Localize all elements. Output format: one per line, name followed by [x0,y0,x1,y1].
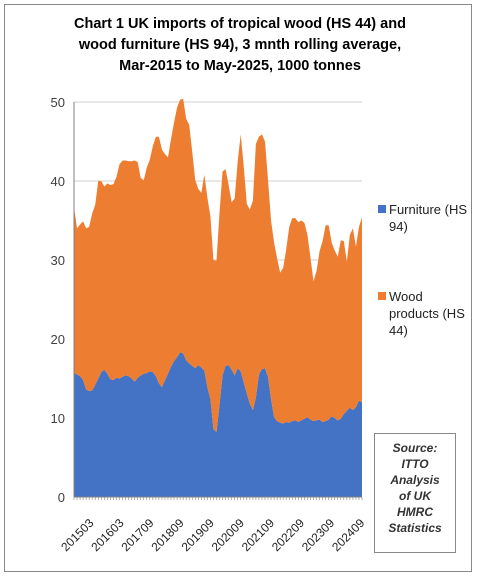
legend-label-furniture: Furniture (HS 94) [389,202,468,234]
x-tick-label-201503: 201503 [58,516,96,554]
x-tick-label-201709: 201709 [118,516,156,554]
source-line-3: Analysis [390,473,440,487]
legend-swatch-wood-products [378,292,386,300]
x-tick-label-202309: 202309 [299,516,337,554]
chart-title: Chart 1 UK imports of tropical wood (HS … [20,14,460,77]
legend-item-furniture: Furniture (HS 94) [378,201,470,235]
y-tick-label-50: 50 [51,95,65,110]
x-tick-label-202409: 202409 [329,516,367,554]
x-tick-label-202209: 202209 [269,516,307,554]
legend-swatch-furniture [378,205,386,213]
y-tick-labels: 0 10 20 30 40 50 [51,95,65,505]
source-line-6: Statistics [388,521,442,535]
source-line-4: of UK [399,489,431,503]
y-tick-label-40: 40 [51,174,65,189]
legend-label-wood-products: Wood products (HS 44) [389,289,465,338]
series-areas [74,98,362,497]
source-line-2: ITTO [401,457,429,471]
x-tick-label-201809: 201809 [149,516,187,554]
y-tick-label-0: 0 [58,490,65,505]
axes [73,102,363,500]
chart-title-line-2: wood furniture (HS 94), 3 mnth rolling a… [78,37,402,53]
source-box: Source: ITTO Analysis of UK HMRC Statist… [374,433,456,553]
y-tick-label-20: 20 [51,332,65,347]
y-tick-label-30: 30 [51,253,65,268]
area-furniture [74,352,362,497]
x-tick-labels: 2015032016032017092018092019092020092021… [58,516,367,554]
source-line-1: Source: [392,441,438,455]
legend-item-wood-products: Wood products (HS 44) [378,288,470,339]
x-tick-label-201909: 201909 [179,516,217,554]
area-wood-products [74,98,362,433]
x-tick-label-202109: 202109 [239,516,277,554]
chart-title-line-1: Chart 1 UK imports of tropical wood (HS … [74,16,406,32]
source-line-5: HMRC [397,505,433,519]
y-tick-label-10: 10 [51,411,65,426]
x-tick-label-202009: 202009 [209,516,247,554]
chart-title-line-3: Mar-2015 to May-2025, 1000 tonnes [119,58,361,74]
x-tick-label-201603: 201603 [88,516,126,554]
